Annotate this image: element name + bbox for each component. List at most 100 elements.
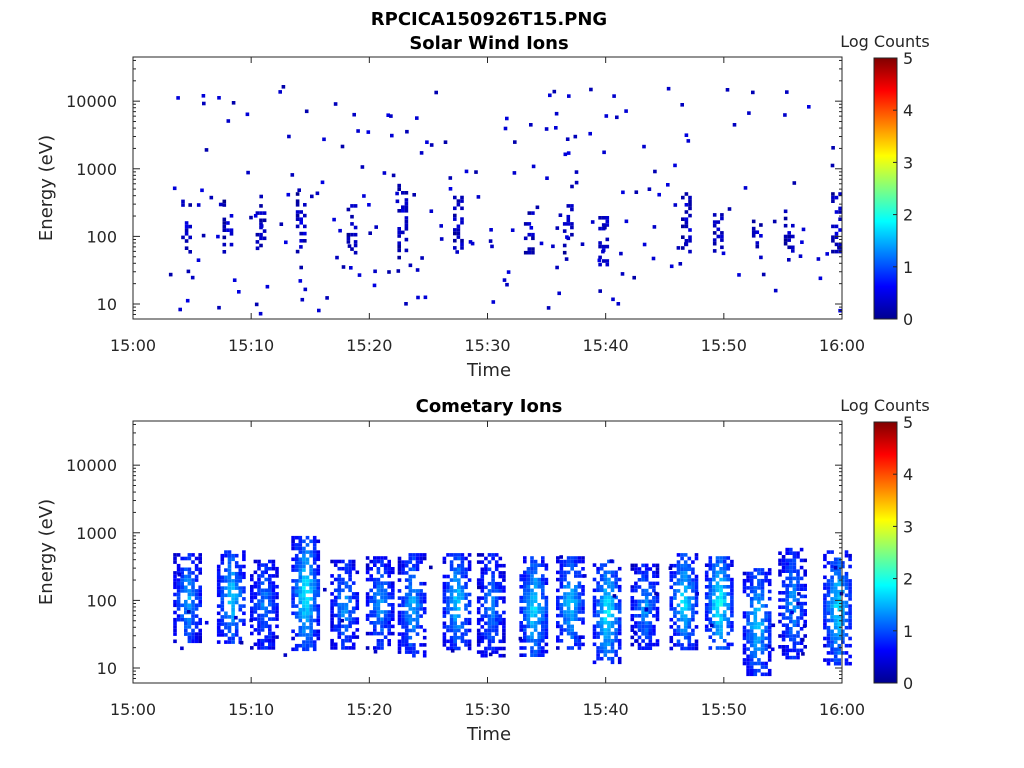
heatmap-cell: [316, 557, 321, 562]
heatmap-cell: [491, 646, 495, 651]
heatmap-cell: [566, 218, 571, 223]
heatmap-cell: [404, 201, 409, 206]
heatmap-cell: [291, 579, 295, 583]
heatmap-cell: [781, 652, 786, 656]
heatmap-cell: [348, 559, 352, 564]
heatmap-cell: [541, 653, 545, 657]
heatmap-cell: [833, 586, 838, 590]
heatmap-cell: [268, 635, 272, 639]
heatmap-cell: [669, 603, 674, 608]
heatmap-cell: [614, 631, 618, 636]
heatmap-cell: [630, 617, 635, 622]
heatmap-cell: [487, 617, 492, 622]
heatmap-cell: [262, 211, 267, 215]
heatmap-cell: [605, 219, 610, 224]
heatmap-cell: [757, 571, 761, 576]
heatmap-cell: [365, 595, 370, 600]
heatmap-cell: [369, 613, 373, 618]
heatmap-cell: [264, 610, 268, 614]
heatmap-cell: [187, 553, 192, 557]
heatmap-cell: [746, 654, 750, 659]
heatmap-cell: [760, 661, 765, 666]
heatmap-cell: [541, 613, 545, 618]
heatmap-cell: [355, 595, 360, 600]
heatmap-cell: [387, 574, 391, 578]
heatmap-cell: [484, 610, 488, 615]
heatmap-cell: [541, 606, 545, 611]
heatmap-cell: [257, 602, 261, 607]
heatmap-cell: [719, 617, 723, 621]
heatmap-cell: [796, 573, 800, 577]
heatmap-cell: [348, 617, 352, 621]
heatmap-cell: [607, 642, 611, 647]
heatmap-cell: [450, 649, 455, 653]
heatmap-cell: [730, 581, 734, 585]
heatmap-cell: [642, 242, 647, 247]
heatmap-cell: [544, 621, 549, 625]
heatmap-cell: [837, 593, 842, 598]
heatmap-cell: [760, 571, 765, 576]
heatmap-cell: [614, 570, 618, 575]
heatmap-cell: [305, 582, 310, 587]
heatmap-cell: [826, 561, 831, 565]
heatmap-cell: [617, 584, 622, 589]
heatmap-cell: [778, 598, 782, 602]
heatmap-cell: [526, 577, 531, 582]
heatmap-cell: [484, 571, 488, 575]
heatmap-cell: [453, 217, 457, 221]
heatmap-cell: [791, 249, 795, 253]
heatmap-cell: [300, 297, 305, 302]
heatmap-cell: [648, 592, 653, 596]
heatmap-cell: [173, 599, 177, 604]
heatmap-cell: [759, 234, 763, 238]
heatmap-cell: [680, 563, 684, 568]
heatmap-cell: [617, 642, 622, 647]
heatmap-cell: [442, 621, 447, 626]
heatmap-cell: [198, 560, 202, 564]
heatmap-cell: [294, 557, 299, 562]
heatmap-cell: [302, 582, 306, 587]
heatmap-cell: [173, 603, 177, 608]
heatmap-cell: [581, 642, 585, 647]
heatmap-cell: [778, 605, 782, 609]
heatmap-cell: [704, 595, 709, 600]
heatmap-cell: [397, 639, 402, 644]
heatmap-cell: [719, 613, 723, 618]
heatmap-cell: [746, 618, 750, 623]
heatmap-cell: [494, 650, 499, 654]
heatmap-cell: [676, 560, 681, 564]
heatmap-cell: [401, 560, 405, 564]
heatmap-cell: [785, 583, 789, 588]
heatmap-cell: [271, 610, 276, 614]
heatmap-cell: [592, 624, 597, 629]
heatmap-cell: [229, 228, 234, 232]
heatmap-cell: [245, 112, 250, 117]
heatmap-cell: [767, 629, 772, 633]
heatmap-cell: [353, 225, 358, 230]
heatmap-cell: [687, 556, 692, 561]
heatmap-cell: [801, 652, 805, 656]
heatmap-cell: [837, 582, 842, 587]
heatmap-cell: [559, 628, 564, 632]
heatmap-cell: [268, 617, 272, 621]
heatmap-cell: [351, 581, 356, 585]
heatmap-cell: [688, 239, 692, 243]
heatmap-cell: [742, 647, 747, 651]
heatmap-cell: [601, 223, 606, 227]
heatmap-cell: [830, 561, 834, 565]
heatmap-cell: [387, 581, 391, 585]
heatmap-cell: [577, 599, 582, 603]
heatmap-cell: [173, 560, 177, 564]
heatmap-cell: [234, 575, 239, 580]
heatmap-cell: [785, 562, 789, 566]
heatmap-cell: [330, 646, 334, 650]
heatmap-cell: [742, 589, 747, 594]
heatmap-cell: [369, 599, 373, 603]
heatmap-cell: [787, 231, 791, 235]
heatmap-cell: [605, 216, 610, 220]
heatmap-cell: [491, 639, 495, 644]
heatmap-cell: [190, 275, 195, 280]
heatmap-cell: [746, 611, 750, 615]
heatmap-cell: [592, 610, 597, 614]
heatmap-cell: [337, 592, 342, 596]
